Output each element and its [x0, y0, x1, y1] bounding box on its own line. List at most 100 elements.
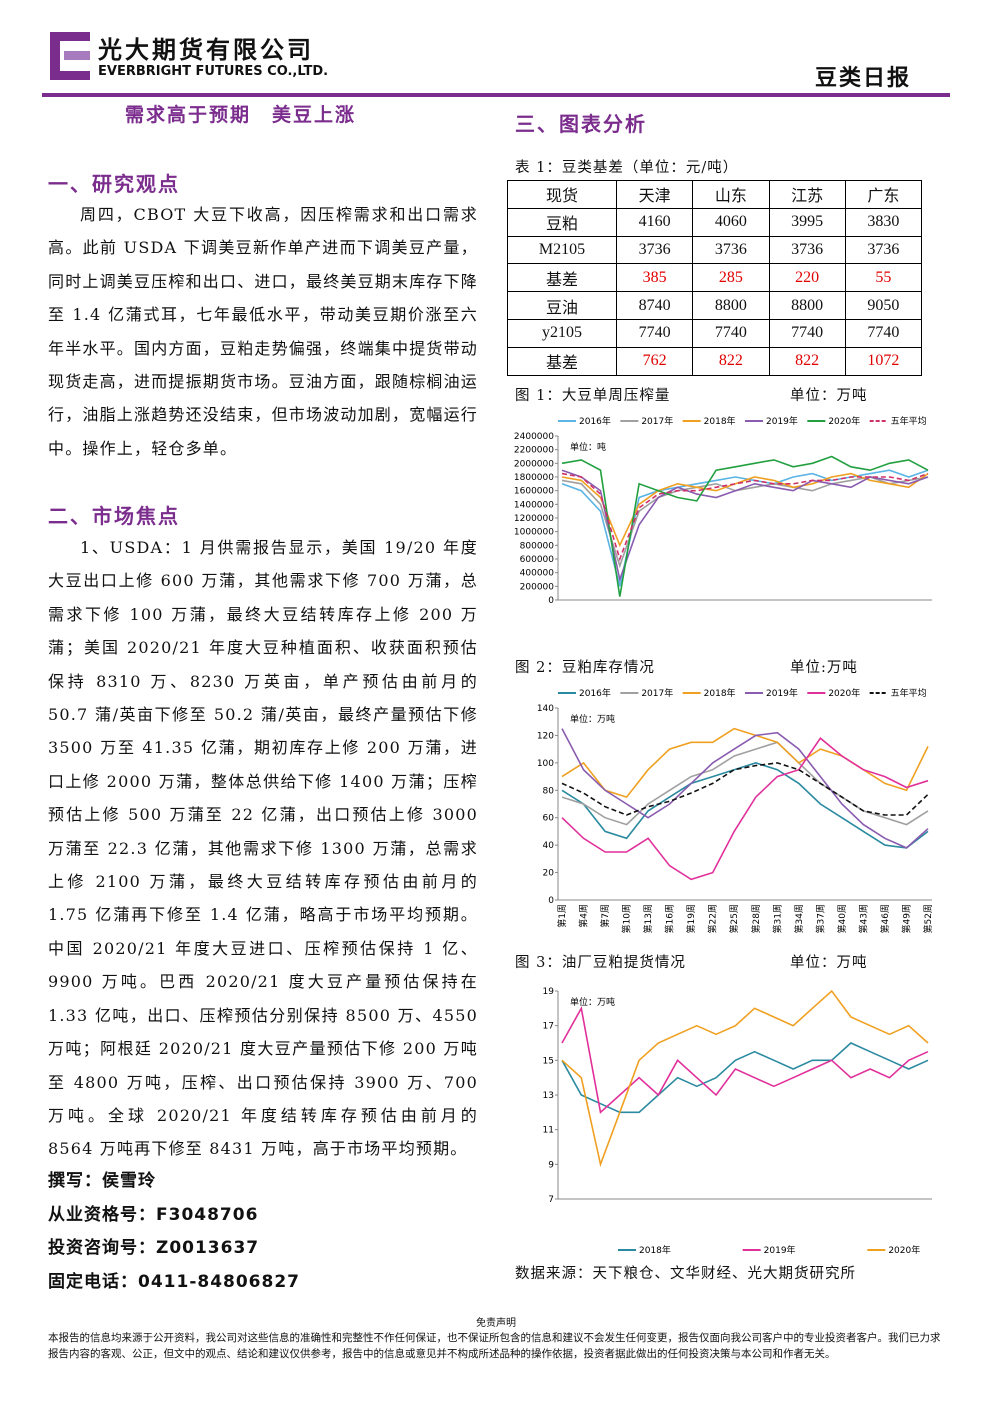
y-tick-label: 15	[543, 1056, 554, 1066]
author-line: 固定电话：0411-84806827	[48, 1271, 300, 1292]
figure-unit: 单位：万吨	[790, 955, 868, 971]
legend-label: 2020年	[828, 415, 860, 427]
x-tick-label: 第22周	[707, 904, 719, 933]
figure-unit: 单位：万吨	[790, 388, 868, 404]
table-cell: 3736	[616, 235, 694, 265]
x-tick-label: 第49周	[900, 904, 912, 933]
y-tick-label: 2000000	[514, 459, 554, 469]
header-cell: 江苏	[768, 180, 846, 209]
author-line: 撰写：侯雪玲	[48, 1171, 156, 1191]
legend-label: 2019年	[764, 1244, 796, 1256]
table-cell: 822	[768, 346, 846, 376]
table-cell: 385	[616, 263, 694, 293]
table-cell: 豆油	[506, 291, 618, 320]
legend-label: 2016年	[579, 415, 611, 427]
x-tick-label: 第43周	[857, 904, 869, 933]
figure-caption: 图 1：大豆单周压榨量	[515, 388, 671, 404]
table-cell: 基差	[506, 263, 618, 293]
x-tick-label: 第13周	[642, 904, 654, 933]
table-row: 基差 385 285 220 55	[506, 263, 923, 293]
y-tick-label: 600000	[520, 555, 555, 565]
table-cell: 8800	[692, 291, 770, 320]
series-line	[561, 472, 929, 548]
logo	[50, 32, 90, 80]
x-tick-label: 第4周	[578, 904, 590, 928]
y-tick-label: 120	[537, 731, 554, 741]
y-tick-label: 140	[537, 704, 554, 714]
series-line	[561, 472, 929, 562]
footer-text: 本报告的信息均来源于公开资料，我公司对这些信息的准确性和完整性不作任何保证，也不…	[48, 1332, 941, 1360]
table-cell: 4160	[616, 207, 694, 237]
table-cell: 7740	[844, 318, 923, 348]
table-cell: 豆粕	[506, 207, 618, 237]
table-cell: 55	[844, 263, 923, 293]
series-line	[561, 727, 929, 799]
chart: 020406080100120140第1周 第4周 第7周 第10周 第13周 第16周第…	[537, 687, 934, 933]
chart: 0 200000 400000 600000 800000 1000000 1200000 1…	[514, 415, 932, 606]
table-cell: 822	[692, 346, 770, 376]
table-cell: 基差	[506, 346, 618, 376]
table-cell: y2105	[506, 318, 618, 348]
source: 数据来源：天下粮仓、文华财经、光大期货研究所	[515, 1266, 856, 1282]
table-row: 豆粕 4160 4060 3995 3830	[506, 207, 923, 237]
y-tick-label: 17	[543, 1022, 554, 1032]
headline: 需求高于预期 美豆上涨	[125, 104, 357, 126]
table-cell: 1072	[844, 346, 923, 376]
y-tick-label: 9	[548, 1160, 554, 1170]
header-rule	[42, 93, 950, 97]
section-heading: 三、图表分析	[515, 112, 647, 136]
legend-label: 2019年	[766, 415, 798, 427]
y-tick-label: 2400000	[514, 432, 554, 442]
x-tick-label: 第7周	[599, 904, 611, 928]
table-row: 基差 762 822 822 1072	[506, 346, 923, 376]
annotation: 单位：万吨	[570, 713, 615, 725]
figure-caption: 图 2：豆粕库存情况	[515, 660, 655, 676]
table-cell: 7740	[768, 318, 846, 348]
table-cell: 7740	[692, 318, 770, 348]
paragraph: 周四，CBOT 大豆下收高，因压榨需求和出口需求高。此前 USDA 下调美豆新作…	[48, 205, 479, 458]
y-tick-label: 11	[543, 1126, 554, 1136]
annotation: 单位：万吨	[570, 996, 615, 1008]
table-cell: 762	[616, 346, 694, 376]
legend-label: 2017年	[641, 687, 673, 699]
y-tick-label: 40	[543, 841, 555, 851]
x-tick-label: 第1周	[556, 904, 568, 928]
x-tick-label: 第34周	[793, 904, 805, 933]
x-tick-label: 第25周	[728, 904, 740, 933]
author-block: 撰写：侯雪玲从业资格号：F3048706 投资咨询号：Z0013637 固定电话：0…	[48, 1166, 300, 1300]
y-tick-label: 0	[548, 896, 554, 906]
section-heading: 二、市场焦点	[48, 504, 180, 528]
y-tick-label: 1400000	[514, 500, 554, 510]
y-tick-label: 80	[543, 786, 555, 796]
legend-label: 2018年	[704, 687, 736, 699]
y-tick-label: 800000	[520, 541, 555, 551]
company-en: EVERBRIGHT FUTURES CO.,LTD.	[98, 64, 329, 79]
y-tick-label: 13	[543, 1091, 554, 1101]
table-cell: 9050	[844, 291, 923, 320]
x-tick-label: 第40周	[836, 904, 848, 933]
legend-label: 五年平均	[891, 687, 927, 699]
y-tick-label: 1200000	[514, 514, 554, 524]
y-tick-label: 19	[543, 987, 555, 997]
table-cell: 7740	[616, 318, 694, 348]
x-tick-label: 第28周	[750, 904, 762, 933]
author-line: 投资咨询号：Z0013637	[48, 1238, 260, 1258]
header-cell: 广东	[844, 180, 923, 209]
y-tick-label: 200000	[520, 582, 555, 592]
annotation: 单位：吨	[570, 441, 606, 453]
x-tick-label: 第52周	[922, 904, 934, 933]
legend-label: 五年平均	[891, 415, 927, 427]
y-tick-label: 60	[543, 814, 555, 824]
y-tick-label: 1600000	[514, 487, 554, 497]
y-tick-label: 0	[548, 596, 554, 606]
series-line	[561, 741, 929, 826]
table-cell: 3995	[768, 207, 846, 237]
author-line: 从业资格号：F3048706	[48, 1204, 259, 1225]
y-tick-label: 400000	[520, 569, 555, 579]
legend-label: 2018年	[704, 415, 736, 427]
figure-caption: 图 3：油厂豆粕提货情况	[515, 955, 686, 971]
y-tick-label: 7	[548, 1195, 554, 1205]
table-cell: 8740	[616, 291, 694, 320]
table-caption: 表 1：豆类基差（单位：元/吨）	[515, 160, 739, 176]
